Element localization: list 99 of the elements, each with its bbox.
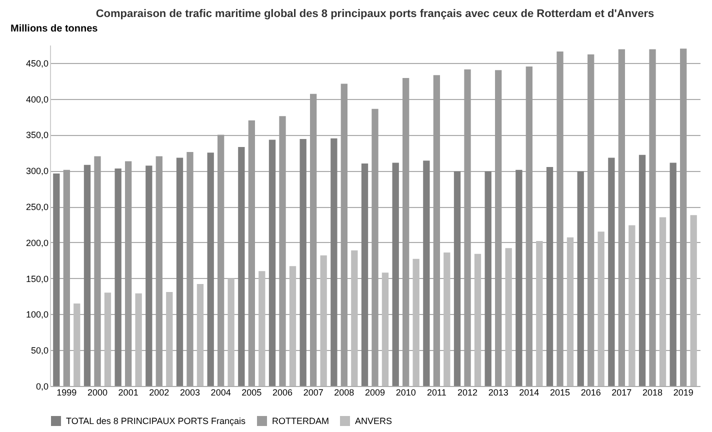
bar (361, 163, 368, 386)
y-axis-title: Millions de tonnes (10, 24, 98, 34)
bar (228, 278, 234, 386)
bar (495, 70, 502, 386)
bar (74, 303, 80, 386)
bar (546, 167, 554, 386)
bar (135, 293, 142, 386)
bar (638, 154, 646, 386)
bar (351, 250, 358, 386)
x-tick-label: 2015 (550, 388, 570, 398)
y-tick-label: 450,0 (26, 58, 48, 68)
x-tick-label: 2008 (334, 388, 354, 398)
bar (464, 69, 471, 386)
x-tick-label: 2017 (612, 388, 632, 398)
bar (628, 225, 636, 386)
bar (505, 248, 512, 386)
x-tick-label: 2016 (580, 388, 601, 398)
bar (166, 292, 173, 386)
chart-title: Comparaison de trafic maritime global des 8 principaux ports français avec ceux de Rotterdam et d'Anvers (96, 8, 654, 20)
x-tick-label: 2018 (642, 388, 663, 398)
bar (608, 158, 615, 386)
bar (84, 164, 91, 386)
bar (484, 171, 492, 386)
bar (124, 161, 132, 386)
bar (690, 215, 697, 386)
bar (238, 146, 245, 386)
bar (289, 266, 296, 386)
bar (330, 138, 338, 386)
bar (94, 156, 101, 386)
bar (146, 166, 152, 386)
x-tick-label: 2019 (673, 388, 694, 398)
bar (556, 51, 564, 386)
y-tick-label: 200,0 (26, 238, 48, 248)
x-tick-label: 2002 (149, 388, 170, 398)
bar (320, 255, 327, 386)
bar (382, 272, 389, 386)
bar (423, 160, 430, 386)
bar (598, 232, 604, 386)
y-tick-label: 150,0 (26, 274, 48, 284)
bar (516, 170, 522, 386)
bar (412, 258, 420, 386)
bar (526, 66, 532, 386)
y-tick-label: 0,0 (36, 382, 48, 392)
y-tick-label: 50,0 (30, 346, 48, 356)
bar (196, 284, 204, 386)
x-tick-label: 2004 (210, 388, 231, 398)
bar (186, 152, 194, 386)
bar (63, 170, 70, 386)
bar (392, 162, 399, 386)
bar (114, 168, 122, 386)
y-tick-label: 350,0 (26, 130, 48, 140)
bar (340, 84, 348, 386)
x-tick-label: 2003 (180, 388, 200, 398)
bar (444, 252, 450, 386)
bar (649, 49, 656, 386)
x-tick-label: 2014 (519, 388, 540, 398)
legend-label: TOTAL des 8 PRINCIPAUX PORTS Français (66, 416, 246, 426)
y-tick-label: 300,0 (26, 166, 48, 176)
y-tick-label: 100,0 (26, 310, 48, 320)
bar (454, 171, 461, 386)
bar (104, 292, 112, 386)
bar (176, 158, 184, 386)
bar (680, 48, 687, 386)
x-tick-label: 2007 (303, 388, 324, 398)
bar (372, 108, 378, 386)
bar (258, 271, 266, 386)
bar (268, 140, 276, 386)
bar (474, 254, 482, 386)
bar (218, 134, 224, 386)
legend-label: ROTTERDAM (272, 416, 329, 426)
bar (310, 94, 317, 386)
bar (402, 78, 410, 386)
y-tick-label: 400,0 (26, 94, 48, 104)
bar (207, 152, 214, 386)
x-tick-label: 2006 (272, 388, 293, 398)
x-tick-label: 2005 (242, 388, 262, 398)
legend-label: ANVERS (355, 416, 392, 426)
x-tick-label: 2009 (364, 388, 386, 398)
x-tick-label: 1999 (56, 388, 77, 398)
bar (670, 162, 676, 386)
bar (156, 156, 162, 386)
bar (300, 139, 306, 386)
x-tick-label: 2010 (396, 388, 416, 398)
bar (618, 49, 626, 386)
bar (279, 116, 286, 386)
bar (577, 171, 584, 386)
bar (566, 237, 574, 386)
x-tick-label: 2011 (426, 388, 446, 398)
x-tick-label: 2000 (87, 388, 108, 398)
x-tick-label: 2001 (118, 388, 138, 398)
y-tick-label: 250,0 (26, 202, 48, 212)
bar (433, 75, 440, 386)
bar (248, 120, 255, 386)
bar (659, 217, 666, 386)
x-tick-label: 2013 (488, 388, 508, 398)
bar (53, 174, 60, 386)
x-tick-label: 2012 (457, 388, 478, 398)
bar (536, 240, 543, 386)
bar (588, 54, 594, 386)
